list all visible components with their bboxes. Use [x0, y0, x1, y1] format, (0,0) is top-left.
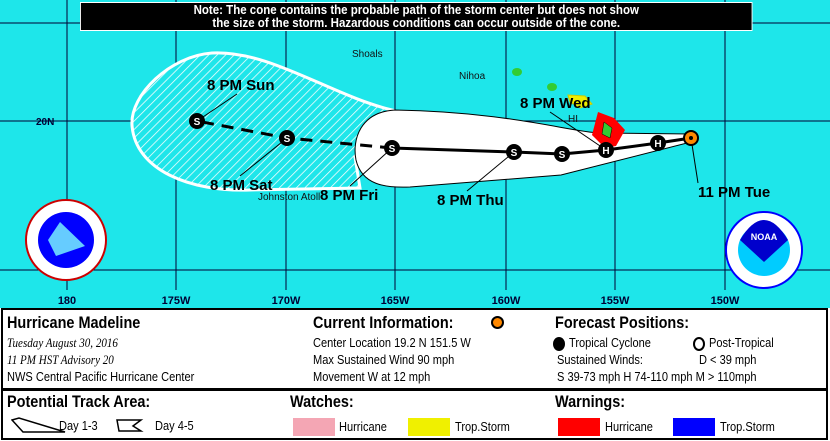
- intensity-letter: S: [284, 134, 291, 145]
- hurricane-watch-label: Hurricane: [339, 419, 387, 434]
- center-location: Center Location 19.2 N 151.5 W: [313, 335, 471, 350]
- place-label: Nihoa: [459, 71, 486, 82]
- leader-line: [349, 147, 393, 187]
- noaa-text: NOAA: [751, 232, 778, 242]
- info-panel: Hurricane Madeline Tuesday August 30, 20…: [1, 308, 828, 390]
- tropical-cyclone-label: Tropical Cyclone: [569, 335, 651, 350]
- forecast-time-label: 8 PM Thu: [437, 192, 504, 209]
- longitude-label: 175W: [162, 295, 191, 307]
- forecast-point-marker: [598, 142, 614, 158]
- longitude-label: 150W: [711, 295, 740, 307]
- cone-note: Note: The cone contains the probable pat…: [80, 2, 753, 31]
- note-line-1: Note: The cone contains the probable pat…: [193, 3, 639, 17]
- forecast-time-label: 8 PM Sat: [210, 177, 273, 194]
- warnings-title: Warnings:: [555, 392, 626, 411]
- forecast-point-marker: [554, 146, 570, 162]
- ts-warning-label: Trop.Storm: [720, 419, 775, 434]
- day-1-3-label: Day 1-3: [59, 418, 98, 433]
- cone-day-1-3: [354, 109, 692, 188]
- wind-d: D < 39 mph: [699, 352, 757, 367]
- longitude-label: 165W: [381, 295, 410, 307]
- longitude-label: 170W: [272, 295, 301, 307]
- hurricane-watch-swatch: [293, 418, 335, 436]
- hurricane-warning-label: Hurricane: [605, 419, 653, 434]
- intensity-letter: S: [194, 117, 201, 128]
- storm-name: Hurricane Madeline: [7, 313, 141, 332]
- legend-panel: Potential Track Area: Day 1-3 Day 4-5 Wa…: [1, 389, 828, 440]
- current-position-icon: [491, 316, 504, 329]
- forecast-map: H H S S S S S 180 175W 170W 165W 160W 155W 150W 20N Sh…: [0, 0, 830, 308]
- place-label: Shoals: [352, 49, 383, 60]
- longitude-label: 155W: [601, 295, 630, 307]
- forecast-time-label: 8 PM Sun: [207, 77, 275, 94]
- movement: Movement W at 12 mph: [313, 369, 431, 384]
- post-tropical-label: Post-Tropical: [709, 335, 774, 350]
- forecast-time-label: 8 PM Fri: [320, 187, 378, 204]
- ts-watch-swatch: [408, 418, 450, 436]
- nws-logo: [25, 199, 107, 281]
- storm-date: Tuesday August 30, 2016: [7, 335, 118, 350]
- cone-day-4-5: [130, 51, 395, 192]
- leader-line: [196, 93, 238, 122]
- forecast-point-marker: [279, 130, 295, 146]
- longitude-label: 160W: [492, 295, 521, 307]
- day-4-5-cone-icon: [116, 419, 144, 432]
- day-1-3-cone-icon: [11, 417, 66, 433]
- forecast-point-marker: [189, 113, 205, 129]
- watches-title: Watches:: [290, 392, 354, 411]
- sustained-winds-label: Sustained Winds:: [557, 352, 643, 367]
- intensity-letter: S: [511, 148, 518, 159]
- forecast-time-label: 11 PM Tue: [698, 184, 770, 201]
- intensity-letter: S: [559, 150, 566, 161]
- advisory: 11 PM HST Advisory 20: [7, 352, 114, 367]
- intensity-letter: H: [654, 139, 661, 150]
- forecast-positions-title: Forecast Positions:: [555, 313, 690, 332]
- hurricane-warning-swatch: [558, 418, 600, 436]
- tropical-cyclone-icon: [553, 337, 565, 351]
- day-4-5-label: Day 4-5: [155, 418, 194, 433]
- wind-scale: S 39-73 mph H 74-110 mph M > 110mph: [557, 369, 757, 384]
- place-label: HI: [568, 114, 578, 125]
- intensity-letter: H: [602, 146, 609, 157]
- longitude-label: 180: [58, 295, 76, 307]
- max-wind: Max Sustained Wind 90 mph: [313, 352, 455, 367]
- track-area-title: Potential Track Area:: [7, 392, 151, 411]
- hawaii-islands: [512, 68, 625, 148]
- forecast-point-marker: [650, 135, 666, 151]
- note-line-2: the size of the storm. Hazardous conditi…: [212, 16, 621, 30]
- forecast-time-label: 8 PM Wed: [520, 95, 591, 112]
- intensity-letter: S: [389, 144, 396, 155]
- ts-watch-label: Trop.Storm: [455, 419, 510, 434]
- issuing-center: NWS Central Pacific Hurricane Center: [7, 369, 195, 384]
- leader-line: [466, 151, 515, 192]
- current-info-title: Current Information:: [313, 313, 454, 332]
- forecast-point-marker: [506, 144, 522, 160]
- post-tropical-icon: [693, 337, 705, 351]
- leader-line: [239, 137, 288, 177]
- leader-line: [549, 111, 607, 151]
- forecast-point-marker: [384, 140, 400, 156]
- noaa-logo: NOAA: [725, 211, 803, 289]
- latitude-label: 20N: [36, 117, 54, 128]
- ts-warning-swatch: [673, 418, 715, 436]
- place-label: Johnston Atoll: [258, 192, 320, 203]
